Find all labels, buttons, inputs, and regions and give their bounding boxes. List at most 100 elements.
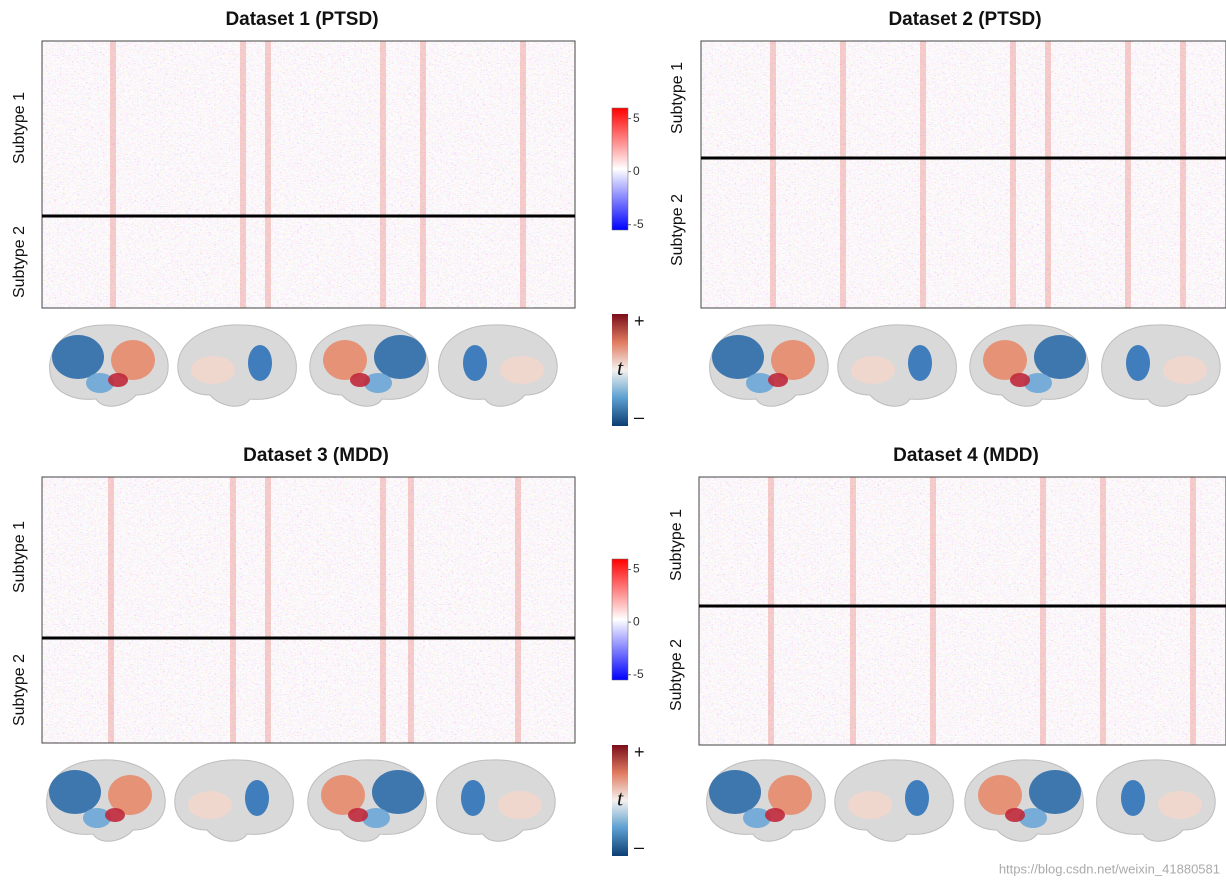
brain [1096,759,1216,842]
heatmap-stripe [1125,41,1131,308]
brain-region [49,770,101,814]
brain [834,759,954,842]
brain-region [83,808,111,828]
heatmap-stripe [1180,41,1186,308]
brain [709,324,829,407]
brain-region [768,373,788,387]
brain-region [108,373,128,387]
brain-region [848,791,892,819]
brain-region [463,345,487,381]
heatmap-texture [42,477,575,743]
heatmap-stripe [265,477,271,743]
heatmap [41,476,576,744]
brain [964,759,1084,842]
brain-region [851,356,895,384]
brain-region [323,340,367,380]
brain-region [498,791,542,819]
t-colorbar-label: t [617,355,624,380]
brain-region [1005,808,1025,822]
brain-region [372,770,424,814]
brain [1101,324,1221,407]
heatmap-stripe [420,41,426,308]
heatmap-stripe [380,477,386,743]
panel-title: Dataset 4 (MDD) [893,445,1039,466]
heatmap-frame [698,476,1226,746]
brain [49,324,169,407]
heatmap-stripe [850,477,856,745]
brain-region [771,340,815,380]
brain-region [374,335,426,379]
brain-region [1121,780,1145,816]
panel-title: Dataset 3 (MDD) [243,445,389,466]
brain-region [1029,770,1081,814]
watermark: https://blog.csdn.net/weixin_41880581 [999,861,1220,876]
colorbar [611,558,629,681]
brain-region [362,808,390,828]
subtype-label: Subtype 2 [669,194,686,266]
t-colorbar-bottom: – [634,837,644,857]
brain-region [248,345,272,381]
brain-region [86,373,114,393]
brain-surface [177,324,297,407]
heatmap [698,476,1226,746]
colorbar [611,107,629,231]
brain-region [1024,373,1052,393]
heatmap-frame [41,40,576,309]
brain-surface [1101,324,1221,407]
brain-region [712,335,764,379]
heatmap [700,40,1226,309]
brain-region [188,791,232,819]
heatmap-stripe [930,477,936,745]
subtype-label: Subtype 2 [668,639,685,711]
heatmap-stripe [108,477,114,743]
heatmap-stripe [920,41,926,308]
colorbar-tick-label: -5 [633,217,644,231]
subtype-label: Subtype 1 [669,62,686,134]
subtype-label: Subtype 1 [668,509,685,581]
heatmap-stripe [408,477,414,743]
brain [177,324,297,407]
heatmap-stripe [1045,41,1051,308]
panel-title: Dataset 1 (PTSD) [225,9,378,30]
heatmap-stripe [1190,477,1196,745]
brain-surface [436,759,556,842]
brain-region [52,335,104,379]
brain-region [905,780,929,816]
heatmap-stripe [515,477,521,743]
t-colorbar [612,314,628,426]
brain [46,759,166,842]
brain [174,759,294,842]
brain-region [1163,356,1207,384]
brain-region [364,373,392,393]
heatmap-stripe [840,41,846,308]
brain-region [348,808,368,822]
heatmap-frame [41,476,576,744]
brain-surface [438,324,558,407]
t-colorbar-label: t [617,786,624,811]
brain-region [768,775,812,815]
heatmap-stripe [1100,477,1106,745]
brain [309,324,429,407]
heatmap-stripe [240,41,246,308]
brain-region [108,775,152,815]
brain [436,759,556,842]
brain-region [1158,791,1202,819]
heatmap-stripe [110,41,116,308]
heatmap-texture [701,41,1226,308]
brain-region [983,340,1027,380]
brain-region [908,345,932,381]
heatmap-stripe [230,477,236,743]
brain-region [350,373,370,387]
brain [307,759,427,842]
brain-region [245,780,269,816]
brain-region [461,780,485,816]
brain-region [746,373,774,393]
brain-surface [1096,759,1216,842]
brain-surface [837,324,957,407]
brain-region [709,770,761,814]
brain-region [500,356,544,384]
brain [438,324,558,407]
brain-surface [834,759,954,842]
t-colorbar [612,745,628,856]
brain [837,324,957,407]
